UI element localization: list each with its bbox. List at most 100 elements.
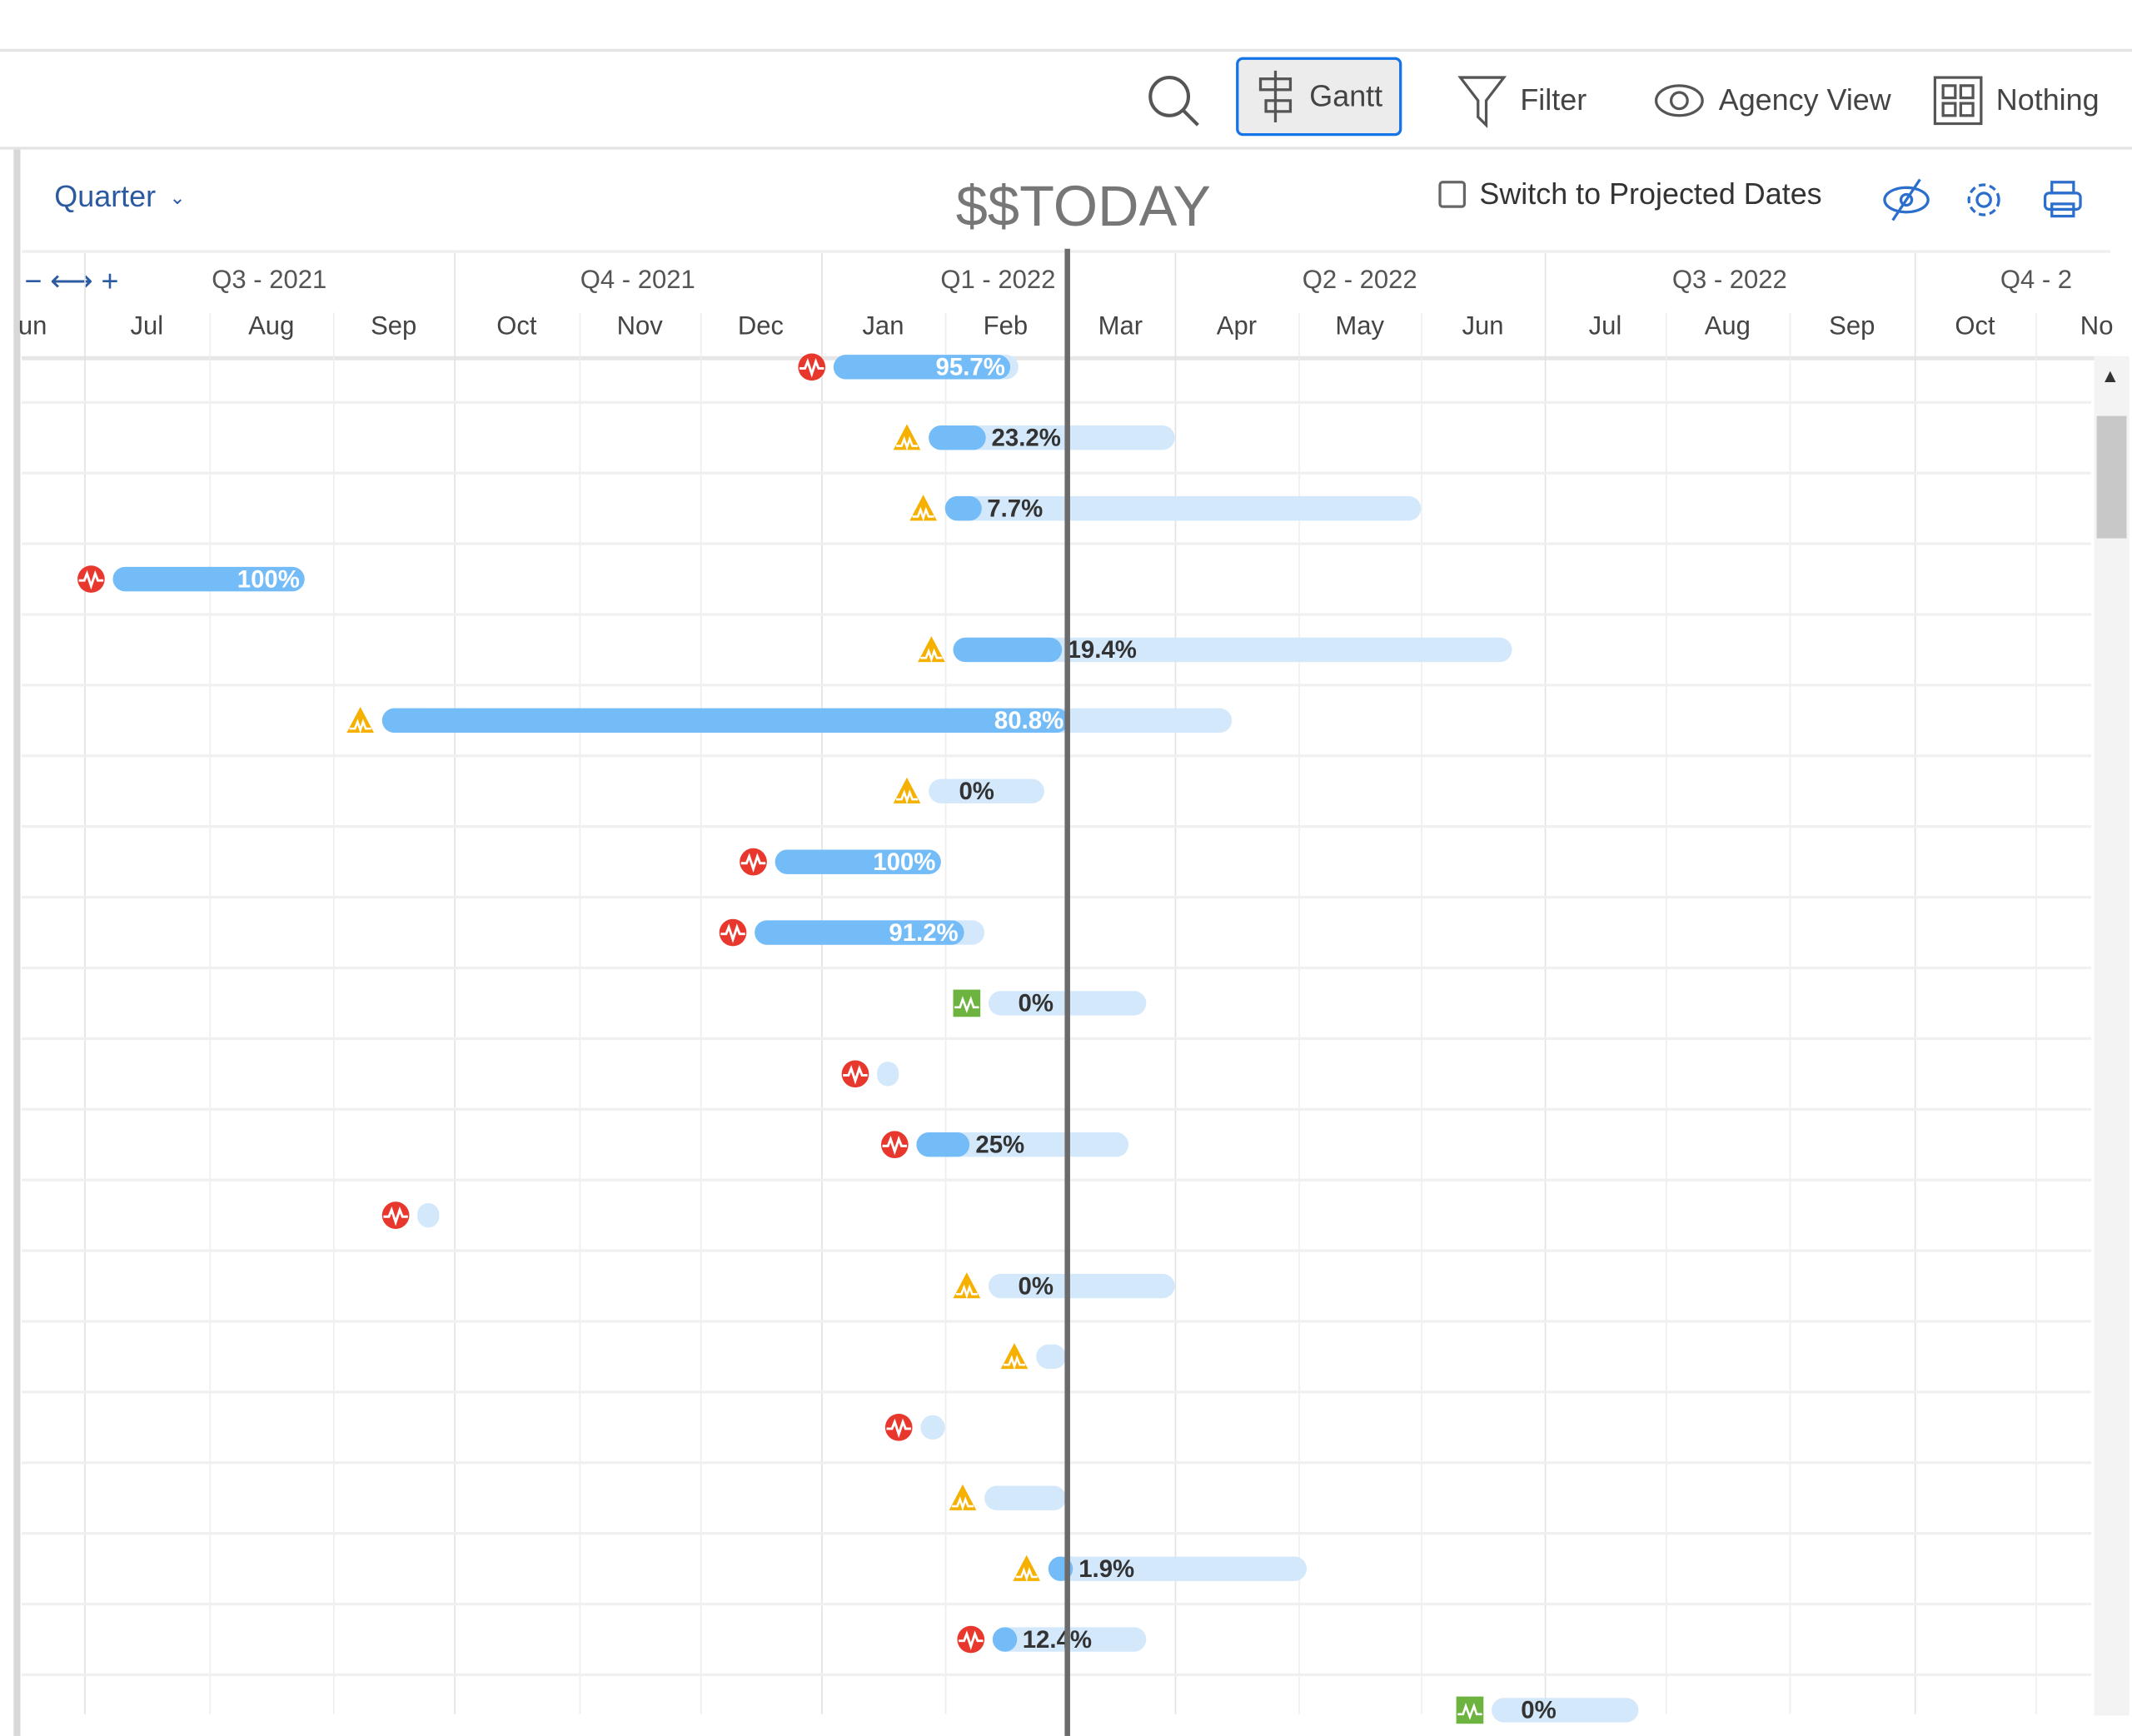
month-label: un xyxy=(17,312,47,341)
green-status-icon[interactable] xyxy=(952,988,982,1018)
gantt-row: 100% xyxy=(0,565,2080,594)
red-status-icon[interactable] xyxy=(718,918,748,948)
red-status-icon[interactable] xyxy=(884,1412,914,1442)
row-divider xyxy=(22,613,2092,616)
red-status-icon[interactable] xyxy=(738,847,768,877)
yellow-status-icon[interactable] xyxy=(892,776,922,806)
month-label: Jul xyxy=(1588,312,1622,341)
row-divider xyxy=(22,1249,2092,1252)
month-label: Oct xyxy=(1955,312,1995,341)
progress-fill xyxy=(381,708,1069,734)
gantt-row: 12.4% xyxy=(0,1624,2080,1654)
task-bar[interactable]: 25% xyxy=(917,1131,1129,1158)
yellow-status-icon[interactable] xyxy=(947,1483,977,1513)
search-icon xyxy=(1148,76,1199,127)
progress-label: 19.4% xyxy=(1067,636,1137,664)
yellow-status-icon[interactable] xyxy=(999,1341,1029,1371)
scroll-up-arrow-icon[interactable]: ▲ xyxy=(2100,364,2120,386)
red-status-icon[interactable] xyxy=(76,565,106,594)
row-divider xyxy=(22,966,2092,970)
panel-resize-handle[interactable] xyxy=(13,149,21,1736)
red-status-icon[interactable] xyxy=(840,1059,870,1089)
divider xyxy=(0,48,2132,52)
task-bar[interactable] xyxy=(920,1415,945,1440)
gantt-row xyxy=(0,1343,2080,1370)
red-status-icon[interactable] xyxy=(796,352,826,382)
row-divider xyxy=(22,471,2092,475)
settings-icon[interactable] xyxy=(1962,178,2005,221)
progress-fill xyxy=(112,566,306,592)
search-button[interactable] xyxy=(1145,60,1203,142)
task-bar[interactable]: 7.7% xyxy=(944,495,1422,522)
task-bar[interactable]: 19.4% xyxy=(954,636,1512,664)
task-bar[interactable] xyxy=(1035,1344,1067,1370)
grid-line xyxy=(1174,252,1177,1714)
gantt-row: 1.9% xyxy=(0,1554,2080,1582)
gantt-row xyxy=(0,1201,2080,1229)
scale-dropdown[interactable]: Quarter ⌄ xyxy=(54,180,185,215)
task-bar[interactable]: 95.7% xyxy=(833,353,1019,381)
filter-button[interactable]: Filter xyxy=(1457,60,1587,142)
task-bar[interactable]: 12.4% xyxy=(992,1626,1147,1653)
today-label: $$TODAY xyxy=(955,173,1211,238)
projected-dates-toggle[interactable]: Switch to Projected Dates xyxy=(1438,177,1822,211)
progress-fill xyxy=(944,495,982,521)
agency-view-button[interactable]: Agency View xyxy=(1653,60,1891,142)
row-divider xyxy=(22,542,2092,545)
zoom-out-button[interactable]: − xyxy=(24,263,42,298)
filter-label: Filter xyxy=(1520,82,1587,117)
task-bar[interactable]: 91.2% xyxy=(755,919,984,946)
month-label: Oct xyxy=(496,312,537,341)
task-bar[interactable]: 1.9% xyxy=(1049,1555,1307,1582)
gantt-label: Gantt xyxy=(1309,78,1383,113)
red-status-icon[interactable] xyxy=(880,1130,910,1160)
fit-button[interactable]: ⟷ xyxy=(50,263,93,298)
task-bar[interactable]: 23.2% xyxy=(929,424,1175,451)
task-bar[interactable]: 0% xyxy=(929,778,1045,805)
month-label: Aug xyxy=(1704,312,1751,341)
task-bar[interactable]: 100% xyxy=(774,848,941,875)
yellow-status-icon[interactable] xyxy=(345,705,375,735)
month-label: May xyxy=(1335,312,1385,341)
grid-line xyxy=(1914,252,1916,1714)
month-label: Jul xyxy=(130,312,164,341)
vertical-scrollbar[interactable] xyxy=(2094,356,2130,1716)
green-status-icon[interactable] xyxy=(1454,1695,1484,1725)
progress-label: 1.9% xyxy=(1078,1554,1135,1583)
gantt-row: 95.7% xyxy=(0,352,2080,382)
hide-icon[interactable] xyxy=(1882,177,1931,223)
task-bar[interactable] xyxy=(417,1202,440,1228)
grid-line xyxy=(579,312,581,1714)
gantt-row: 25% xyxy=(0,1130,2080,1160)
task-bar[interactable] xyxy=(984,1485,1067,1510)
nothing-button[interactable]: Nothing xyxy=(1933,60,2100,142)
task-bar[interactable]: 0% xyxy=(988,1272,1175,1300)
yellow-status-icon[interactable] xyxy=(909,494,939,524)
filter-icon xyxy=(1457,76,1507,128)
yellow-status-icon[interactable] xyxy=(917,634,947,664)
zoom-in-button[interactable]: + xyxy=(101,263,119,298)
task-bar[interactable] xyxy=(877,1062,899,1087)
red-status-icon[interactable] xyxy=(956,1624,986,1654)
yellow-status-icon[interactable] xyxy=(892,423,922,453)
grid-line xyxy=(454,252,456,1714)
row-divider xyxy=(22,400,2092,404)
print-icon[interactable] xyxy=(2041,178,2085,221)
grid-line xyxy=(1789,312,1791,1714)
task-bar[interactable]: 100% xyxy=(112,565,306,593)
progress-label: 95.7% xyxy=(935,353,1005,381)
progress-fill xyxy=(774,849,941,874)
projected-dates-checkbox[interactable] xyxy=(1438,181,1467,208)
month-label: Jan xyxy=(862,312,904,341)
task-bar[interactable]: 0% xyxy=(1491,1697,1639,1724)
row-divider xyxy=(22,1602,2092,1606)
gantt-row: 0% xyxy=(0,776,2080,806)
gantt-button[interactable]: Gantt xyxy=(1236,57,1402,137)
yellow-status-icon[interactable] xyxy=(1012,1554,1042,1584)
projected-dates-label: Switch to Projected Dates xyxy=(1479,177,1822,211)
grid-line xyxy=(944,312,947,1714)
yellow-status-icon[interactable] xyxy=(952,1271,982,1301)
red-status-icon[interactable] xyxy=(381,1201,411,1231)
task-bar[interactable]: 80.8% xyxy=(381,707,1233,734)
scrollbar-thumb[interactable] xyxy=(2096,415,2127,539)
